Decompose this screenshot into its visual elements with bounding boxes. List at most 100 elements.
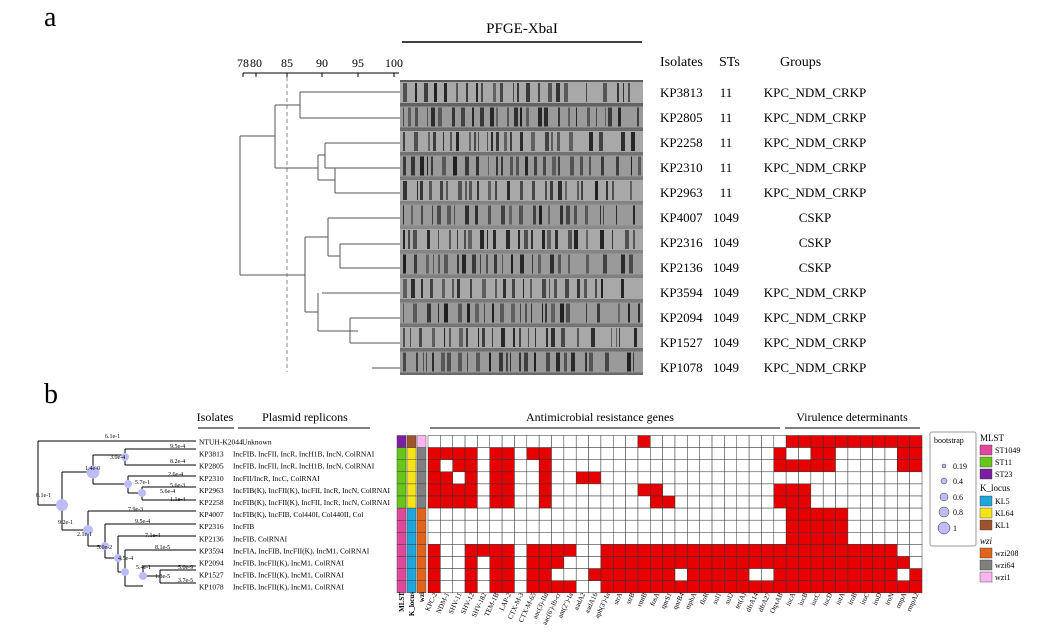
gene-cell: [761, 580, 775, 594]
kl-cell: [406, 580, 417, 594]
gene-cell: [526, 568, 540, 581]
gel-band: [545, 303, 547, 323]
gene-label: iutA: [834, 591, 847, 606]
gene-cell: [526, 556, 540, 569]
gel-band: [543, 156, 546, 176]
gene-cell: [662, 507, 676, 521]
gene-cell: [810, 435, 824, 448]
gel-band: [403, 205, 404, 225]
isolate-label: KP2805: [199, 462, 224, 471]
gel-band: [477, 181, 479, 200]
gel-band: [625, 230, 629, 249]
gene-cell: [477, 568, 490, 581]
gene-cell: [625, 471, 639, 485]
gene-cell: [822, 507, 836, 521]
gene-cell: [514, 532, 528, 545]
gene-cell: [477, 507, 490, 521]
gene-cell: [810, 471, 824, 485]
gene-cell: [847, 483, 861, 497]
gene-cell: [687, 544, 700, 557]
scale-tick-label: 78: [237, 56, 249, 70]
gene-cell: [835, 495, 849, 509]
gene-cell: [575, 556, 589, 569]
mlst-cell: [396, 459, 407, 473]
scale-tick-label: 100: [385, 56, 403, 70]
gel-band: [503, 279, 506, 298]
gel-band: [475, 303, 479, 323]
bootstrap-value: 1: [953, 524, 957, 533]
gel-band: [629, 254, 633, 274]
gene-cell: [736, 556, 750, 569]
wzi-cell: [416, 568, 427, 581]
gel-band: [511, 303, 515, 323]
gene-cell: [625, 580, 639, 594]
gel-band: [429, 181, 432, 200]
gene-cell: [514, 471, 528, 485]
gene-cell: [526, 483, 540, 497]
gel-lane: [400, 327, 643, 348]
gene-cell: [711, 556, 725, 569]
gel-band: [465, 181, 467, 200]
gene-cell: [736, 544, 750, 557]
gel-band: [561, 328, 565, 347]
gel-band: [603, 83, 607, 102]
gel-band: [585, 205, 588, 225]
legend-label: wzi64: [995, 561, 1015, 570]
gene-cell: [489, 435, 503, 448]
gene-cell: [711, 447, 725, 460]
gene-cell: [835, 519, 849, 533]
gel-band: [574, 205, 577, 225]
gel-band: [546, 328, 548, 347]
gene-cell: [847, 580, 861, 594]
gene-cell: [452, 495, 466, 509]
gel-band: [430, 279, 433, 298]
gene-cell: [489, 447, 503, 460]
gene-cell: [761, 556, 775, 569]
gene-cell: [711, 483, 725, 497]
gene-label: iroB: [846, 591, 859, 606]
gene-cell: [711, 459, 725, 473]
gel-band: [595, 279, 597, 298]
gene-cell: [526, 471, 540, 485]
gene-cell: [872, 435, 886, 448]
gene-cell: [724, 507, 738, 521]
gel-band: [601, 156, 604, 176]
gene-label: mphA: [684, 591, 699, 610]
gene-cell: [625, 447, 639, 460]
gene-cell: [489, 519, 503, 533]
gene-cell: [897, 507, 910, 521]
gene-cell: [489, 507, 503, 521]
gel-band: [545, 132, 549, 151]
gene-cell: [835, 507, 849, 521]
gene-cell: [687, 459, 700, 473]
gene-cell: [884, 507, 898, 521]
gel-band: [557, 132, 560, 151]
gene-cell: [699, 519, 713, 533]
gel-band: [437, 205, 441, 225]
gene-label: iucB: [797, 591, 810, 607]
gene-cell: [674, 483, 688, 497]
gel-band: [510, 352, 511, 372]
gene-cell: [501, 519, 515, 533]
gel-band: [534, 156, 537, 176]
gene-cell: [575, 495, 589, 509]
mlst-cell: [396, 556, 407, 569]
gene-cell: [662, 495, 676, 509]
bootstrap-node: [139, 572, 147, 580]
gene-cell: [526, 580, 540, 594]
gel-band: [457, 279, 460, 298]
isolate-label: KP2963: [660, 185, 703, 200]
gel-band: [467, 303, 470, 323]
gene-cell: [600, 568, 614, 581]
group-label: KPC_NDM_CRKP: [764, 360, 867, 375]
gel-band: [414, 254, 417, 274]
gel-band: [618, 303, 620, 323]
gene-cell: [884, 447, 898, 460]
gel-band: [617, 83, 619, 102]
gene-cell: [650, 435, 663, 448]
gel-band: [507, 181, 510, 200]
gene-cell: [427, 507, 441, 521]
gel-band: [488, 205, 491, 225]
gene-cell: [687, 495, 700, 509]
gene-cell: [501, 556, 515, 569]
